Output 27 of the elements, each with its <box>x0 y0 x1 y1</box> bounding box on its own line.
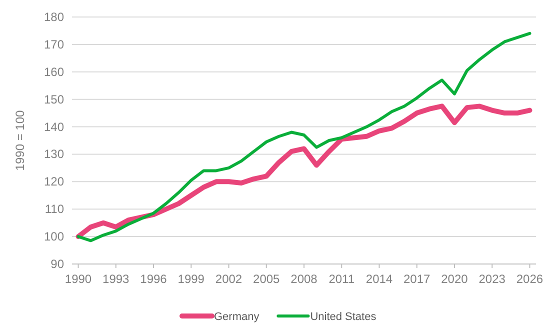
x-tick-label: 2002 <box>215 272 242 286</box>
x-tick-label: 2008 <box>290 272 318 286</box>
y-tick-label: 150 <box>44 92 64 106</box>
legend-label: Germany <box>214 311 260 323</box>
y-tick-label: 120 <box>44 174 64 189</box>
x-tick-label: 2023 <box>478 272 506 286</box>
y-tick-label: 110 <box>44 202 64 216</box>
legend-label: United States <box>310 311 377 323</box>
y-tick-label: 180 <box>44 10 64 24</box>
y-tick-label: 90 <box>50 257 64 271</box>
y-tick-label: 140 <box>44 120 64 134</box>
x-tick-label: 2014 <box>366 272 393 286</box>
x-tick-label: 2005 <box>253 272 280 286</box>
y-tick-label: 160 <box>44 64 64 79</box>
x-tick-label: 1990 <box>64 272 92 286</box>
y-tick-label: 130 <box>44 147 64 162</box>
y-tick-label: 170 <box>44 37 64 52</box>
y-axis-title: 1990 = 100 <box>13 110 27 171</box>
x-tick-label: 1999 <box>178 272 205 286</box>
y-tick-label: 100 <box>44 230 64 244</box>
x-tick-label: 1993 <box>102 272 130 286</box>
x-tick-label: 2017 <box>404 272 431 286</box>
line-series <box>76 32 532 242</box>
x-tick-label: 1996 <box>140 272 168 286</box>
x-tick-label: 2026 <box>516 272 544 286</box>
x-tick-label: 2020 <box>441 272 468 286</box>
x-tick-label: 2011 <box>328 272 355 286</box>
